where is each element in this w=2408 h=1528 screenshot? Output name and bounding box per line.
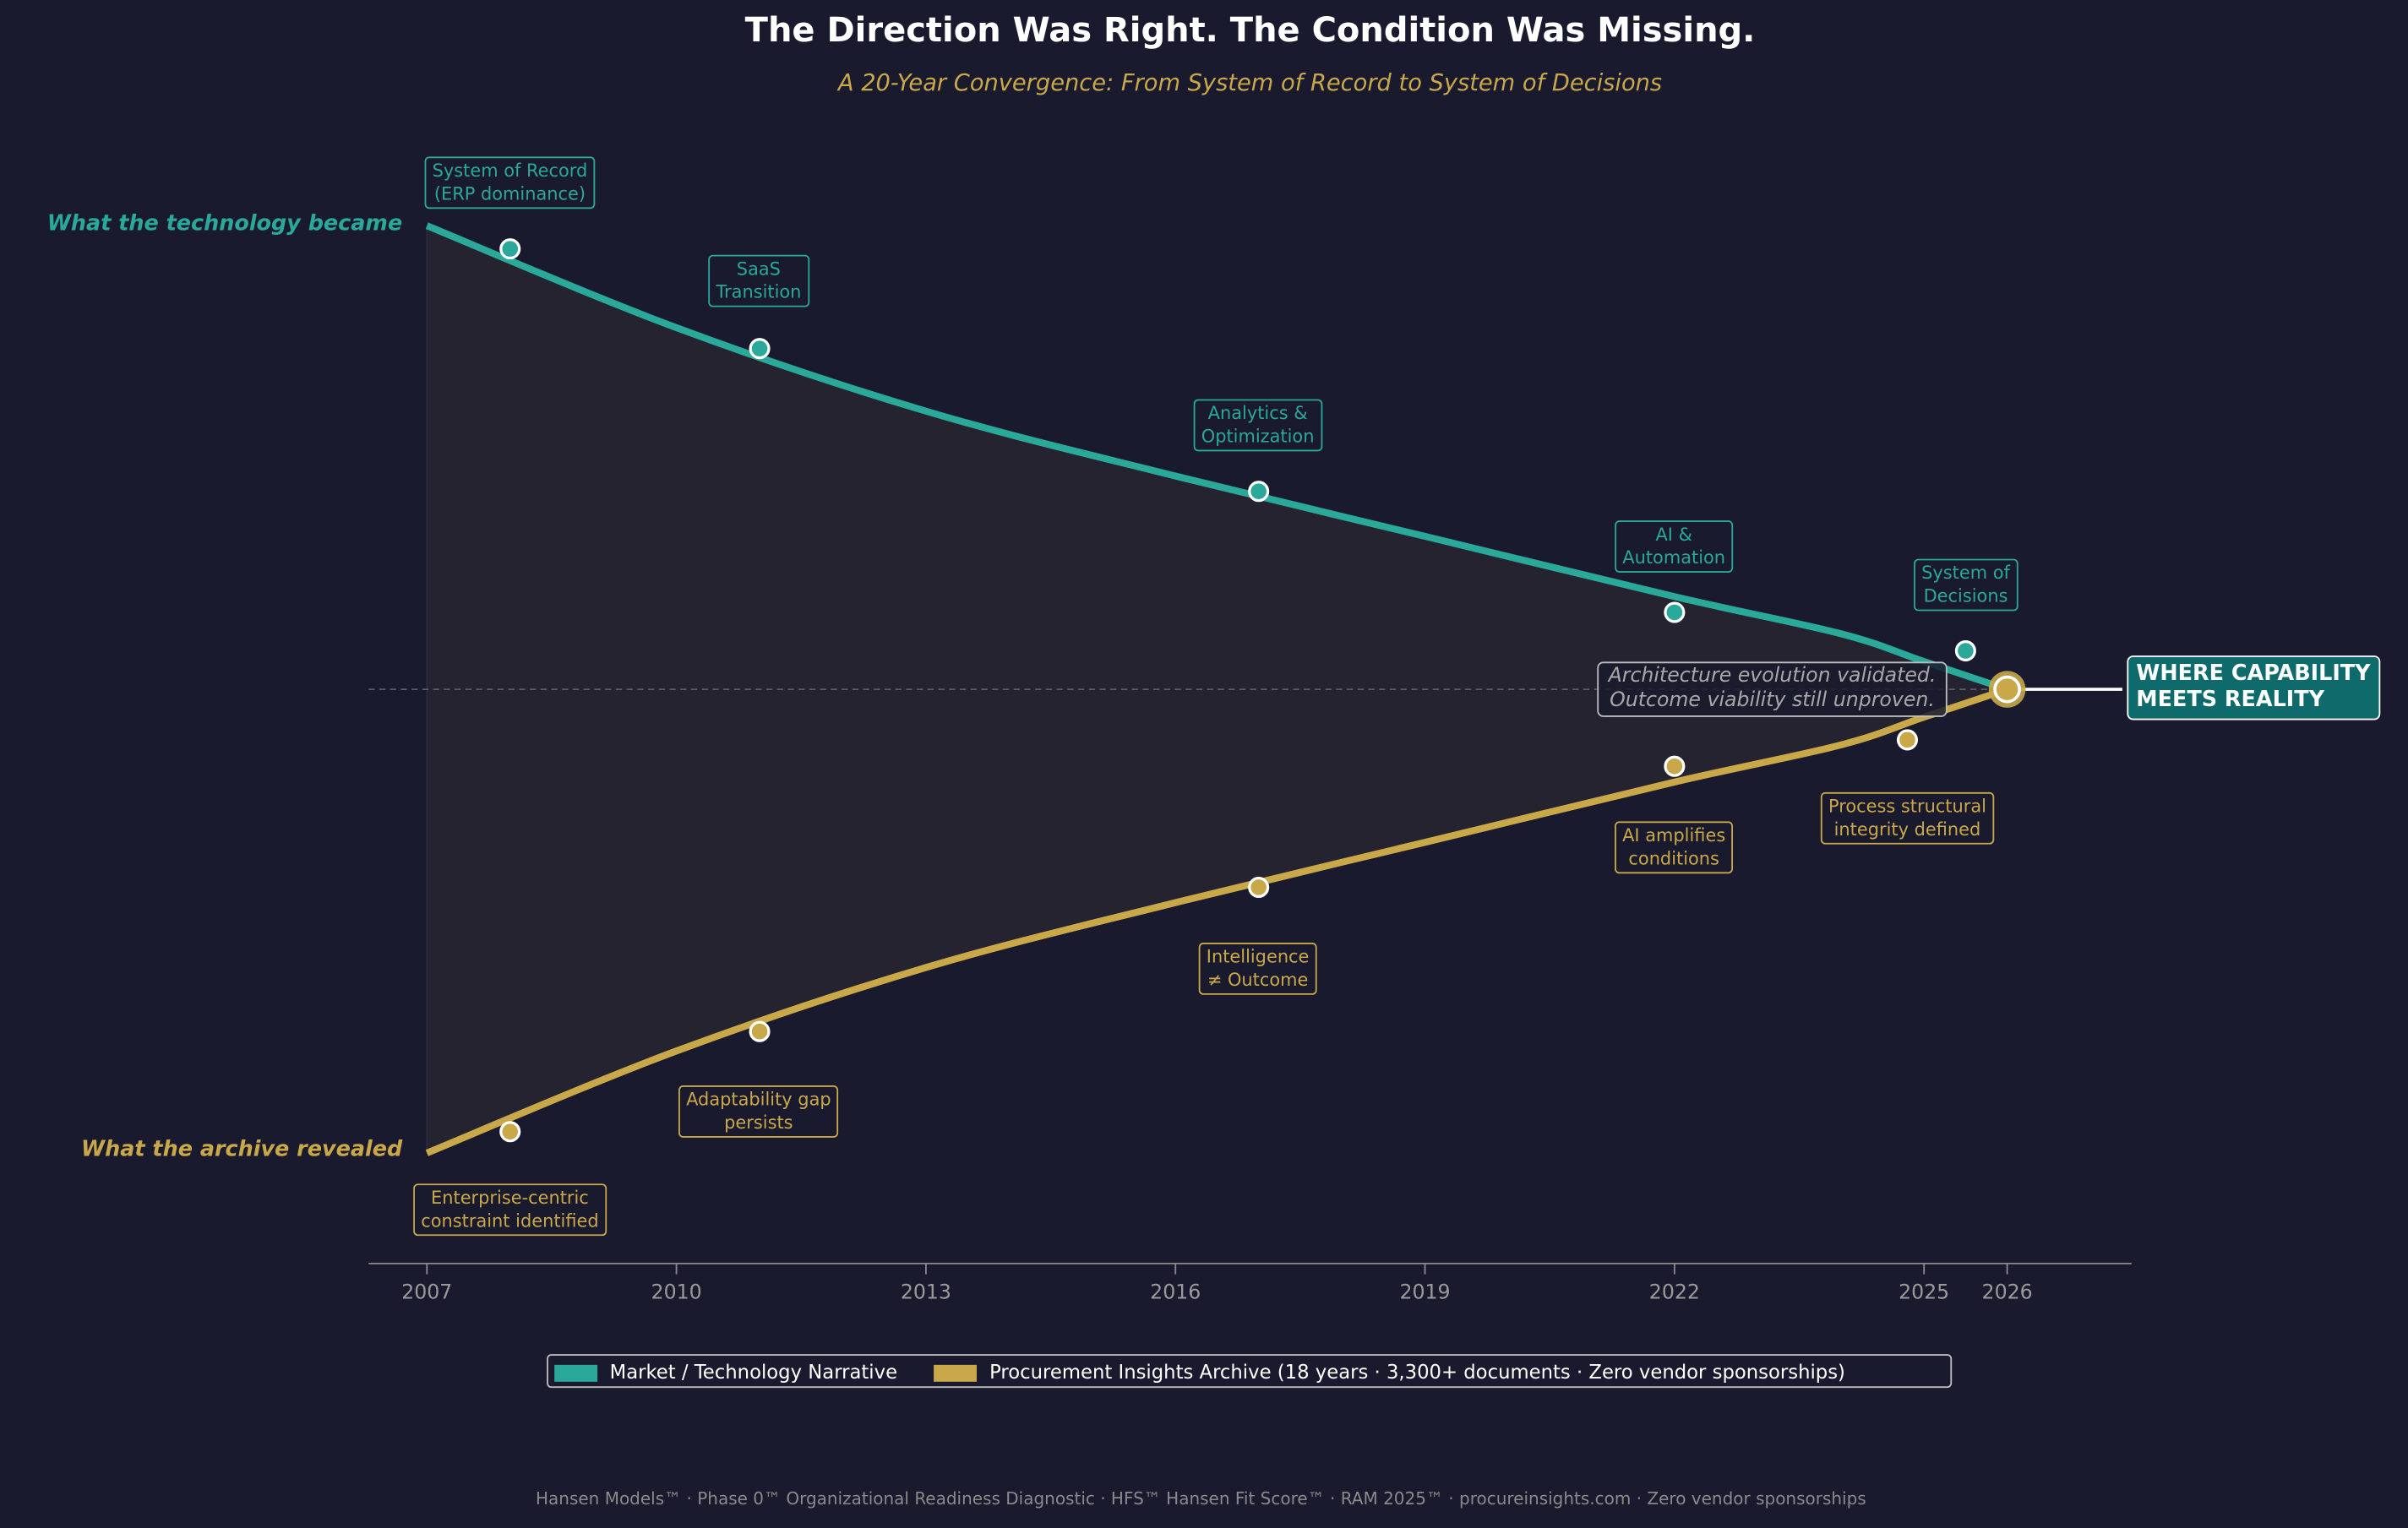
x-tick-label: 2013 [901,1281,951,1304]
convergence-point [1993,675,2021,704]
archive-milestone-label: AI amplifies conditions [1615,821,1734,874]
tech-milestone-point [1248,481,1270,503]
x-axis-ticks: 2007 2010 2013 2016 2019 2022 2025 2026 [401,1263,2033,1304]
archive-milestone-point [499,1121,521,1143]
archive-milestone-label: Enterprise-centric constraint identified [413,1183,607,1237]
archive-side-label: What the archive revealed [81,1137,403,1162]
archive-milestone-label: Process structural integrity defined [1820,791,1995,845]
chart-title: The Direction Was Right. The Condition W… [744,12,1756,51]
archive-milestone-point [1896,729,1919,751]
tech-milestone-label: Analytics & Optimization [1193,399,1322,452]
footer-text: Hansen Models™ · Phase 0™ Organizational… [536,1489,1866,1509]
chart-subtitle: A 20-Year Convergence: From System of Re… [837,68,1663,97]
archive-milestone-point [1248,876,1270,899]
archive-milestone-label: Adaptability gap persists [678,1085,839,1138]
tech-milestone-label: System of Decisions [1914,558,2018,612]
legend: Market / Technology Narrative Procuremen… [547,1354,1953,1389]
legend-item-tech: Market / Technology Narrative [554,1359,897,1383]
gap-fill-area [427,226,2008,1154]
tech-series-line [425,222,2008,693]
tech-side-label: What the technology became [46,211,403,237]
archive-milestone-point [749,1020,771,1042]
archive-milestone-label: Intelligence ≠ Outcome [1198,943,1317,995]
legend-item-archive: Procurement Insights Archive (18 years ·… [934,1359,1845,1383]
archive-series-line [425,686,2008,1156]
x-tick-label: 2016 [1150,1281,1201,1304]
tech-milestone-point [1954,640,1976,662]
legend-swatch-archive [934,1363,978,1381]
annotation-box: Architecture evolution validated. Outcome… [1597,661,1948,717]
tech-milestone-label: SaaS Transition [708,254,809,307]
x-tick-label: 2026 [1982,1281,2033,1304]
tech-milestone-point [749,338,771,360]
x-tick-label: 2010 [651,1281,702,1304]
x-tick-label: 2022 [1649,1281,1700,1304]
milestone-markers [499,238,2026,1143]
archive-milestone-point [1664,755,1686,777]
x-tick-label: 2007 [401,1281,452,1304]
tech-milestone-label: System of Record (ERP dominance) [424,156,596,209]
tech-milestone-point [1664,601,1686,623]
tech-milestone-label: AI & Automation [1615,520,1734,573]
x-tick-label: 2019 [1399,1281,1450,1304]
legend-swatch-tech [554,1363,598,1381]
tech-milestone-point [499,238,521,260]
x-tick-label: 2025 [1899,1281,1949,1304]
convergence-callout: WHERE CAPABILITY MEETS REALITY [2127,655,2380,720]
